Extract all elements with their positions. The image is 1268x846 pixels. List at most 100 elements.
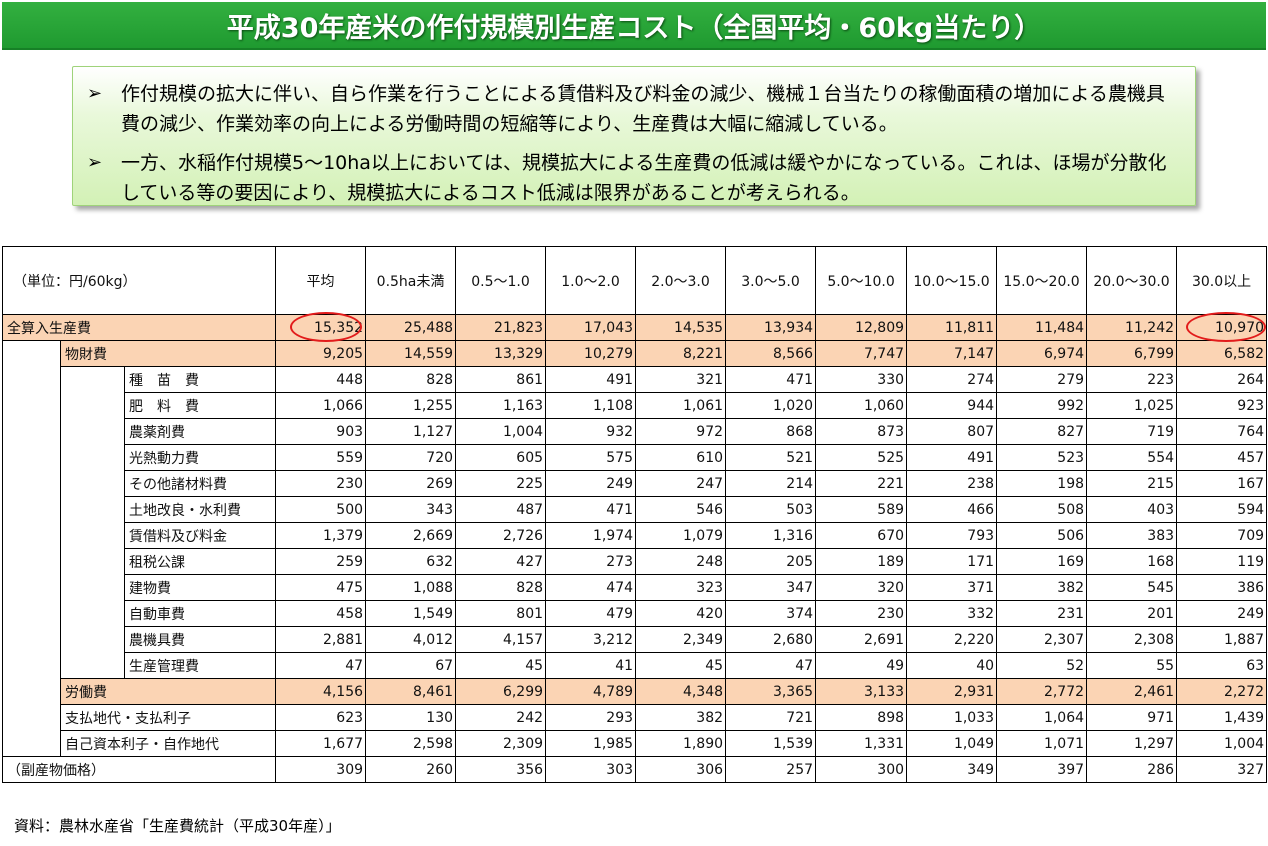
row-label: 農機具費: [123, 626, 277, 653]
value-cell: 793: [906, 522, 998, 549]
value-cell: 386: [1176, 574, 1268, 601]
row-label: 生産管理費: [123, 652, 277, 679]
value-cell: 1,020: [725, 392, 817, 419]
table-row: 農機具費 2,881 4,012 4,157 3,212 2,349 2,680 2,691 2…: [2, 626, 1268, 653]
value-cell: 238: [906, 470, 998, 497]
value-cell: 932: [545, 418, 637, 445]
value-cell: 4,789: [545, 678, 637, 705]
value-cell: 171: [906, 548, 998, 575]
value-cell: 11,484: [996, 314, 1088, 341]
value-cell: 330: [815, 366, 908, 393]
cost-table: （単位：円/60kg） 平均 0.5ha未満 0.5～1.0 1.0～2.0 2.0～3.…: [1, 246, 1268, 783]
highlight-circle-30ha: [1186, 312, 1266, 342]
value-cell: 230: [275, 470, 367, 497]
table-row: 租税公課 259 632 427 273 248 205 189 171 169 168 119: [2, 548, 1268, 575]
value-cell: 508: [996, 496, 1088, 523]
value-cell: 320: [815, 574, 908, 601]
value-cell: 2,726: [455, 522, 547, 549]
value-cell: 231: [996, 600, 1088, 627]
value-cell: 1,064: [996, 704, 1088, 731]
value-cell: 2,349: [635, 626, 727, 653]
value-cell: 898: [815, 704, 908, 731]
column-header: 3.0～5.0: [725, 246, 817, 315]
value-cell: 4,157: [455, 626, 547, 653]
value-cell: 264: [1176, 366, 1268, 393]
value-cell: 1,088: [365, 574, 457, 601]
value-cell: 525: [815, 444, 908, 471]
value-cell: 1,127: [365, 418, 457, 445]
indent-cell: [2, 574, 61, 601]
column-header: 平均: [275, 246, 367, 315]
value-cell: 1,539: [725, 730, 817, 757]
value-cell: 274: [906, 366, 998, 393]
title-bar: 平成30年産米の作付規模別生産コスト（全国平均・60kg当たり）: [2, 2, 1266, 50]
indent-cell: [60, 392, 125, 419]
indent-cell: [2, 470, 61, 497]
value-cell: 257: [725, 756, 817, 783]
value-cell: 503: [725, 496, 817, 523]
value-cell: 259: [275, 548, 367, 575]
value-cell: 720: [365, 444, 457, 471]
value-cell: 523: [996, 444, 1088, 471]
value-cell: 1,163: [455, 392, 547, 419]
value-cell: 397: [996, 756, 1088, 783]
value-cell: 1,255: [365, 392, 457, 419]
table-row: 支払地代・支払利子 623 130 242 293 382 721 898 1,033 1,064…: [2, 704, 1268, 731]
value-cell: 7,147: [906, 340, 998, 367]
value-cell: 594: [1176, 496, 1268, 523]
column-header: 15.0～20.0: [996, 246, 1088, 315]
value-cell: 506: [996, 522, 1088, 549]
value-cell: 632: [365, 548, 457, 575]
value-cell: 420: [635, 600, 727, 627]
value-cell: 6,799: [1086, 340, 1178, 367]
value-cell: 828: [365, 366, 457, 393]
indent-cell: [60, 574, 125, 601]
value-cell: 67: [365, 652, 457, 679]
value-cell: 427: [455, 548, 547, 575]
value-cell: 3,365: [725, 678, 817, 705]
row-label: 光熱動力費: [123, 444, 277, 471]
table-row: 自動車費 458 1,549 801 479 420 374 230 332 231 201 249: [2, 600, 1268, 627]
value-cell: 11,242: [1086, 314, 1178, 341]
value-cell: 903: [275, 418, 367, 445]
column-header: 1.0～2.0: [545, 246, 637, 315]
value-cell: 807: [906, 418, 998, 445]
table-row: その他諸材料費 230 269 225 249 247 214 221 238 198 215 167: [2, 470, 1268, 497]
row-label: 支払地代・支払利子: [59, 704, 277, 731]
row-label: 租税公課: [123, 548, 277, 575]
value-cell: 2,220: [906, 626, 998, 653]
row-label: 賃借料及び料金: [123, 522, 277, 549]
value-cell: 119: [1176, 548, 1268, 575]
value-cell: 721: [725, 704, 817, 731]
value-cell: 306: [635, 756, 727, 783]
table-row: 肥 料 費 1,066 1,255 1,163 1,108 1,061 1,020 1,060…: [2, 392, 1268, 419]
value-cell: 554: [1086, 444, 1178, 471]
indent-cell: [2, 626, 61, 653]
value-cell: 14,535: [635, 314, 727, 341]
row-label: 自己資本利子・自作地代: [59, 730, 277, 757]
value-cell: 343: [365, 496, 457, 523]
table-row: 種 苗 費 448 828 861 491 321 471 330 274 279 223 264: [2, 366, 1268, 393]
value-cell: 1,061: [635, 392, 727, 419]
value-cell: 13,934: [725, 314, 817, 341]
value-cell: 1,549: [365, 600, 457, 627]
value-cell: 230: [815, 600, 908, 627]
value-cell: 972: [635, 418, 727, 445]
value-cell: 1,379: [275, 522, 367, 549]
value-cell: 248: [635, 548, 727, 575]
value-cell: 323: [635, 574, 727, 601]
value-cell: 403: [1086, 496, 1178, 523]
value-cell: 474: [545, 574, 637, 601]
indent-cell: [60, 366, 125, 393]
value-cell: 223: [1086, 366, 1178, 393]
table-row: 労働費 4,156 8,461 6,299 4,789 4,348 3,365 3,133 2,…: [2, 678, 1268, 705]
indent-cell: [60, 496, 125, 523]
value-cell: 215: [1086, 470, 1178, 497]
value-cell: 374: [725, 600, 817, 627]
value-cell: 605: [455, 444, 547, 471]
value-cell: 491: [545, 366, 637, 393]
value-cell: 2,881: [275, 626, 367, 653]
value-cell: 1,079: [635, 522, 727, 549]
unit-label: （単位：円/60kg）: [1, 246, 277, 315]
value-cell: 2,307: [996, 626, 1088, 653]
